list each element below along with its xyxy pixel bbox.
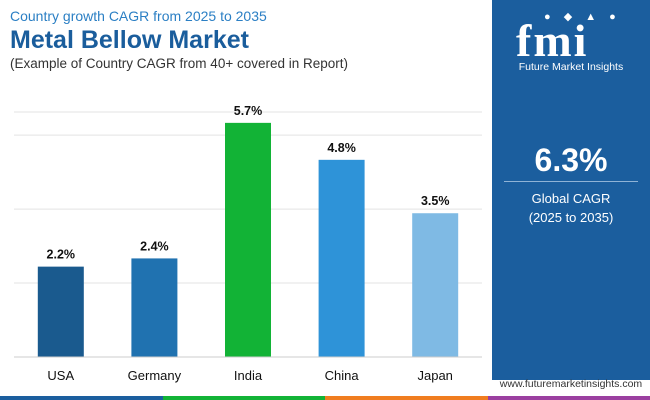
category-label-usa: USA <box>47 368 74 383</box>
bar-chart: 2.2% USA 2.4% Germany 5.7% India 4.8% China 3.5%… <box>14 104 482 383</box>
cagr-divider <box>504 181 638 182</box>
category-label-germany: Germany <box>128 368 182 383</box>
bar-japan <box>412 213 459 357</box>
bottom-bar-segment-2 <box>162 396 325 400</box>
footer-url[interactable]: www.futuremarketinsights.com <box>499 378 643 390</box>
chart-title: Metal Bellow Market <box>10 26 249 54</box>
logo-letters: fmi <box>516 15 589 66</box>
bottom-bar-segment-3 <box>325 396 488 400</box>
chart-note: (Example of Country CAGR from 40+ covere… <box>10 56 349 71</box>
cagr-label-line2: (2025 to 2035) <box>528 210 614 225</box>
data-label-india: 5.7% <box>234 104 263 118</box>
data-label-germany: 2.4% <box>140 239 169 253</box>
data-label-japan: 3.5% <box>421 194 450 208</box>
bottom-color-bar <box>0 396 650 400</box>
bar-china <box>318 159 365 357</box>
chart-header: Country growth CAGR from 2025 to 2035 Me… <box>10 7 490 72</box>
chart-subtitle: Country growth CAGR from 2025 to 2035 <box>10 8 267 24</box>
bar-india <box>225 122 271 357</box>
logo-icons: ● ◆ ▲ ● <box>544 11 621 23</box>
category-label-china: China <box>325 368 360 383</box>
bottom-bar-segment-4 <box>487 396 650 400</box>
bar-germany <box>131 258 178 357</box>
category-label-japan: Japan <box>417 368 452 383</box>
cagr-label-line1: Global CAGR <box>531 191 611 206</box>
category-label-india: India <box>234 368 263 383</box>
fmi-logo: ● ◆ ▲ ● fmi Future Market Insights <box>492 6 650 73</box>
bottom-bar-segment-1 <box>0 396 163 400</box>
global-cagr-label: Global CAGR (2025 to 2035) <box>492 189 650 227</box>
global-cagr-value: 6.3% <box>534 142 608 178</box>
data-label-china: 4.8% <box>327 141 356 155</box>
data-label-usa: 2.2% <box>47 248 76 262</box>
logo-text: Future Market Insights <box>518 61 624 73</box>
bar-usa <box>37 266 84 357</box>
side-panel: ● ◆ ▲ ● fmi Future Market Insights 6.3% … <box>492 0 650 380</box>
